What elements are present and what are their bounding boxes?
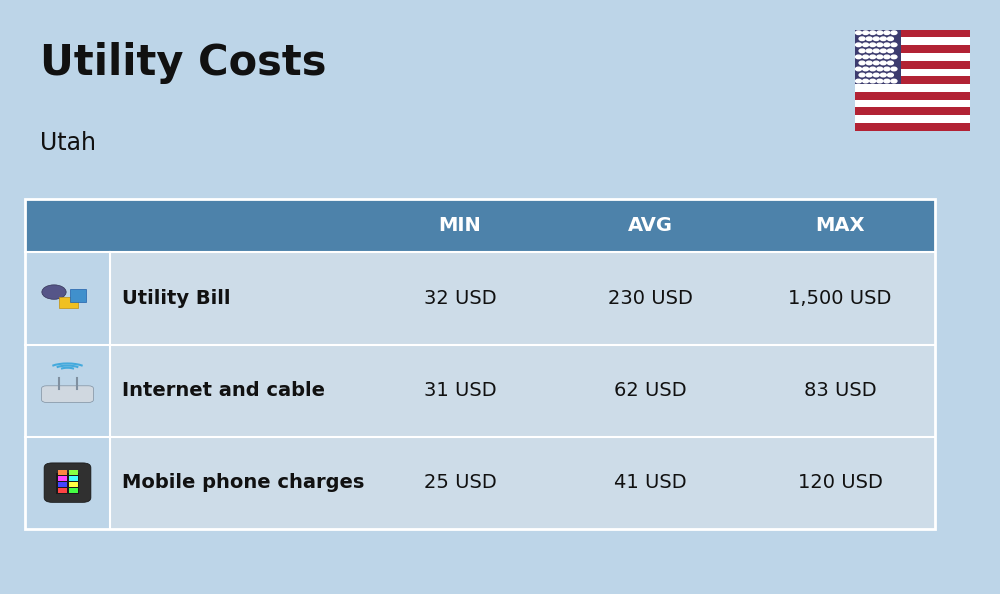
Text: 32 USD: 32 USD [424,289,496,308]
Circle shape [877,55,883,59]
Text: MIN: MIN [439,216,481,235]
Circle shape [859,73,865,77]
Text: 230 USD: 230 USD [608,289,692,308]
Text: 120 USD: 120 USD [798,473,882,492]
Circle shape [880,61,886,65]
Circle shape [884,31,890,34]
Circle shape [891,31,897,34]
Circle shape [863,67,869,71]
Circle shape [856,31,862,34]
Circle shape [884,43,890,46]
Text: Utah: Utah [40,131,96,154]
Bar [59,297,78,308]
Bar [855,30,901,84]
Circle shape [887,49,893,53]
Bar [70,289,86,302]
Text: 83 USD: 83 USD [804,381,876,400]
Text: 62 USD: 62 USD [614,381,686,400]
Bar [58,476,67,481]
Bar [58,482,67,487]
Circle shape [859,37,865,40]
Circle shape [856,55,862,59]
Bar [25,345,110,437]
Bar [110,345,935,437]
Circle shape [877,31,883,34]
Bar [25,199,935,252]
Bar [110,252,935,345]
Text: Utility Bill: Utility Bill [122,289,230,308]
Circle shape [870,79,876,83]
Circle shape [870,31,876,34]
Text: MAX: MAX [815,216,865,235]
Bar [855,30,970,131]
Circle shape [880,73,886,77]
Circle shape [866,49,872,53]
Circle shape [884,79,890,83]
Circle shape [863,79,869,83]
Bar [56,473,79,494]
Circle shape [866,61,872,65]
Text: 31 USD: 31 USD [424,381,496,400]
Bar [855,84,970,92]
Circle shape [887,61,893,65]
FancyBboxPatch shape [42,386,94,403]
Circle shape [863,31,869,34]
Circle shape [870,67,876,71]
Circle shape [856,67,862,71]
Circle shape [884,67,890,71]
Bar [110,437,935,529]
Circle shape [42,285,66,299]
Bar [855,53,970,61]
Bar [855,100,970,108]
Circle shape [877,43,883,46]
Circle shape [877,79,883,83]
Circle shape [859,49,865,53]
Bar [25,252,110,345]
Bar [69,482,78,487]
Bar [25,437,110,529]
Circle shape [887,37,893,40]
Circle shape [873,37,879,40]
Circle shape [866,37,872,40]
Circle shape [863,43,869,46]
Text: Mobile phone charges: Mobile phone charges [122,473,364,492]
Circle shape [873,49,879,53]
Text: Utility Costs: Utility Costs [40,42,326,84]
Circle shape [880,49,886,53]
Circle shape [856,43,862,46]
Text: 1,500 USD: 1,500 USD [788,289,892,308]
Circle shape [856,79,862,83]
Bar [855,115,970,123]
Circle shape [859,61,865,65]
Circle shape [873,61,879,65]
Bar [69,488,78,492]
Circle shape [891,43,897,46]
Bar [69,476,78,481]
Circle shape [891,79,897,83]
Bar [25,199,935,529]
Text: 25 USD: 25 USD [424,473,496,492]
Circle shape [887,73,893,77]
Circle shape [870,43,876,46]
Bar [69,470,78,475]
Bar [58,488,67,492]
Circle shape [891,55,897,59]
Text: AVG: AVG [628,216,672,235]
Circle shape [870,55,876,59]
Circle shape [873,73,879,77]
Bar [58,470,67,475]
Circle shape [880,37,886,40]
Circle shape [884,55,890,59]
Bar [855,37,970,45]
Circle shape [866,73,872,77]
Text: Internet and cable: Internet and cable [122,381,325,400]
Circle shape [891,67,897,71]
Circle shape [863,55,869,59]
Text: 41 USD: 41 USD [614,473,686,492]
Circle shape [877,67,883,71]
FancyBboxPatch shape [44,463,91,503]
Bar [855,68,970,76]
